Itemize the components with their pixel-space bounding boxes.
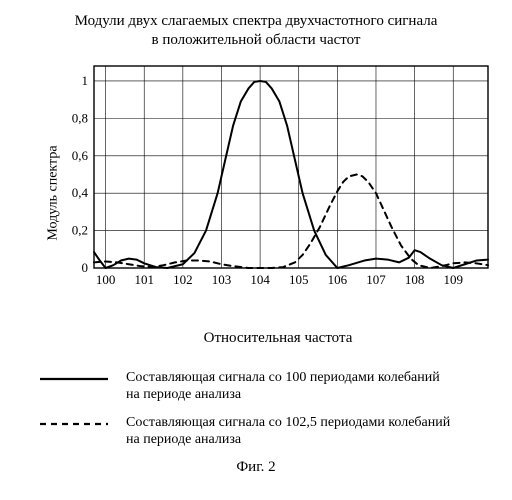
svg-text:104: 104 xyxy=(250,272,270,287)
svg-text:0,8: 0,8 xyxy=(72,110,88,125)
svg-text:105: 105 xyxy=(289,272,309,287)
legend-text-2: Составляющая сигнала со 102,5 периодами … xyxy=(126,414,450,449)
legend: Составляющая сигнала со 100 периодами ко… xyxy=(40,369,502,449)
legend-swatch-solid xyxy=(40,371,108,387)
legend-swatch-dashed xyxy=(40,416,108,432)
figure-caption: Фиг. 2 xyxy=(10,459,502,476)
svg-text:0,6: 0,6 xyxy=(72,147,89,162)
svg-text:0,4: 0,4 xyxy=(72,185,89,200)
svg-text:1: 1 xyxy=(82,72,89,87)
svg-text:0: 0 xyxy=(82,260,89,275)
svg-text:101: 101 xyxy=(134,272,154,287)
legend-item-1: Составляющая сигнала со 100 периодами ко… xyxy=(40,369,502,404)
figure: Модули двух слагаемых спектра двухчастот… xyxy=(0,0,512,500)
plot-area: Модуль спектра 00,20,40,60,8110010110210… xyxy=(10,58,502,328)
chart-title: Модули двух слагаемых спектра двухчастот… xyxy=(10,12,502,50)
x-axis-label: Относительная частота xyxy=(54,330,502,347)
svg-text:108: 108 xyxy=(405,272,425,287)
svg-text:103: 103 xyxy=(212,272,232,287)
title-line2: в положительной области частот xyxy=(152,32,361,48)
title-line1: Модули двух слагаемых спектра двухчастот… xyxy=(75,13,438,29)
svg-text:102: 102 xyxy=(173,272,193,287)
svg-text:107: 107 xyxy=(366,272,386,287)
svg-text:106: 106 xyxy=(328,272,348,287)
spectrum-chart: 0 0,2 0,4 0,6 0,8 1 100 101 102 103 104 105 106 107 10… xyxy=(54,58,494,298)
legend-item-2: Составляющая сигнала со 102,5 периодами … xyxy=(40,414,502,449)
svg-text:100: 100 xyxy=(96,272,116,287)
svg-text:109: 109 xyxy=(443,272,463,287)
svg-text:0,2: 0,2 xyxy=(72,222,88,237)
legend-text-1: Составляющая сигнала со 100 периодами ко… xyxy=(126,369,440,404)
